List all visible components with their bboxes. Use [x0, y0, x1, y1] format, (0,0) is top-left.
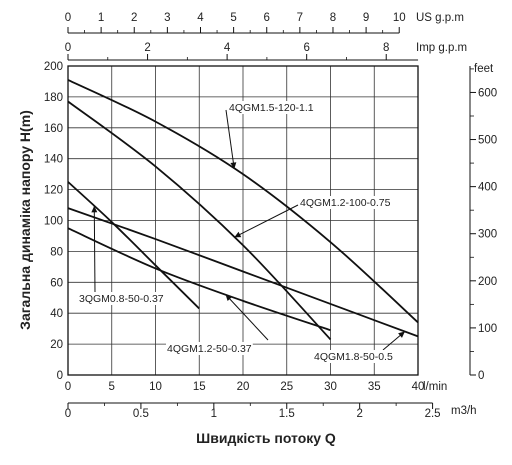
y-tick-label: 20: [50, 339, 63, 351]
x-tick-label: 15: [193, 381, 206, 393]
curve-label: 4QGM1.2-100-0.75: [300, 197, 391, 209]
us-gpm-unit-label: US g.p.m: [416, 12, 464, 24]
leader-line: [93, 205, 96, 294]
us-gpm-tick-label: 1: [98, 12, 104, 24]
feet-unit-label: feet: [474, 63, 494, 75]
feet-tick-label: 100: [478, 323, 497, 335]
x-tick-label: 25: [280, 381, 293, 393]
curve-label-bg: [228, 101, 315, 114]
us-gpm-tick-label: 0: [65, 12, 71, 24]
y-tick-label: 60: [50, 277, 63, 289]
curve-label: 4QGM1.5-120-1.1: [229, 102, 314, 114]
leader-arrowhead: [230, 162, 237, 169]
us-gpm-tick-label: 5: [230, 12, 236, 24]
curve-label-bg: [299, 196, 392, 209]
curve-4QGM1.5-120-1.1: [67, 79, 419, 324]
leader-line: [225, 294, 269, 341]
leader-arrowhead: [234, 231, 242, 238]
curve-3QGM0.8-50-0.37: [67, 181, 200, 310]
x-tick-label: 40: [412, 381, 425, 393]
curve-label: 4QGM1.8-50-0.5: [314, 351, 393, 363]
x-tick-label: 20: [237, 381, 250, 393]
x-tick-label: 35: [368, 381, 381, 393]
curves: [67, 79, 419, 341]
leader-arrowhead: [398, 331, 405, 338]
us-gpm-tick-label: 9: [363, 12, 369, 24]
y-tick-label: 140: [44, 154, 63, 166]
curve-labels: 4QGM1.5-120-1.1 4QGM1.2-100-0.75 3QGM0.8-5…: [78, 101, 406, 363]
leader-arrowhead: [225, 294, 233, 302]
us-gpm-tick-label: 6: [264, 12, 270, 24]
leader-line: [225, 109, 235, 169]
x-tick-label: 0: [65, 381, 71, 393]
y-tick-label: 100: [44, 216, 63, 228]
axes: 0 5 10 15 20 25 30 35 40020406080100120140160180…: [44, 12, 497, 420]
us-gpm-tick-label: 7: [297, 12, 303, 24]
curve-label: 4QGM1.2-50-0.37: [167, 343, 252, 355]
x-tick-label: 30: [324, 381, 337, 393]
m3h-tick-label: 0: [65, 408, 71, 420]
imp-gpm-tick-label: 2: [144, 42, 150, 54]
us-gpm-tick-label: 10: [393, 12, 406, 24]
curve-4QGM1.8-50-0.5: [67, 207, 419, 338]
imp-gpm-tick-label: 0: [65, 42, 71, 54]
curve-4QGM1.2-50-0.37: [67, 227, 331, 332]
y-tick-label: 120: [44, 185, 63, 197]
us-gpm-tick-label: 3: [164, 12, 170, 24]
x-axis-label: Швидкість потоку Q: [196, 430, 336, 446]
feet-tick-label: 0: [478, 370, 484, 382]
x-tick-label: 10: [149, 381, 162, 393]
us-gpm-tick-label: 8: [330, 12, 336, 24]
feet-tick-label: 400: [478, 182, 497, 194]
y-tick-label: 80: [50, 246, 63, 258]
us-gpm-tick-label: 2: [131, 12, 137, 24]
y-tick-label: 200: [44, 61, 63, 73]
y-tick-label: 180: [44, 92, 63, 104]
y-axis-label: Загальна динаміка напору H(m): [17, 110, 33, 330]
imp-gpm-tick-label: 8: [383, 42, 389, 54]
x-tick-label: 5: [109, 381, 115, 393]
m3h-tick-label: 2.5: [425, 408, 441, 420]
m3h-tick-label: 0.5: [133, 408, 149, 420]
grid-lines: [67, 65, 419, 376]
m3h-tick-label: 1: [211, 408, 217, 420]
y-tick-label: 40: [50, 308, 63, 320]
m3h-tick-label: 2: [356, 408, 362, 420]
feet-tick-label: 300: [478, 229, 497, 241]
plot-frame: [67, 65, 419, 376]
curve-label-bg: [166, 342, 253, 355]
feet-tick-label: 200: [478, 276, 497, 288]
m3h-tick-label: 1.5: [279, 408, 295, 420]
curve-label: 3QGM0.8-50-0.37: [79, 293, 164, 305]
feet-tick-label: 600: [478, 87, 497, 99]
x-unit-label: l/min: [423, 381, 447, 393]
leader-line: [234, 204, 299, 238]
curve-label-bg: [78, 292, 165, 305]
m3h-unit-label: m3/h: [451, 405, 477, 417]
curve-4QGM1.2-100-0.75: [67, 100, 332, 341]
us-gpm-tick-label: 4: [197, 12, 204, 24]
y-tick-label: 0: [57, 370, 63, 382]
feet-tick-label: 500: [478, 135, 497, 147]
imp-gpm-tick-label: 6: [303, 42, 309, 54]
curve-label-bg: [313, 350, 394, 363]
imp-gpm-unit-label: Imp g.p.m: [416, 42, 467, 54]
imp-gpm-tick-label: 4: [224, 42, 231, 54]
leader-arrowhead: [91, 205, 98, 213]
y-tick-label: 160: [44, 123, 63, 135]
